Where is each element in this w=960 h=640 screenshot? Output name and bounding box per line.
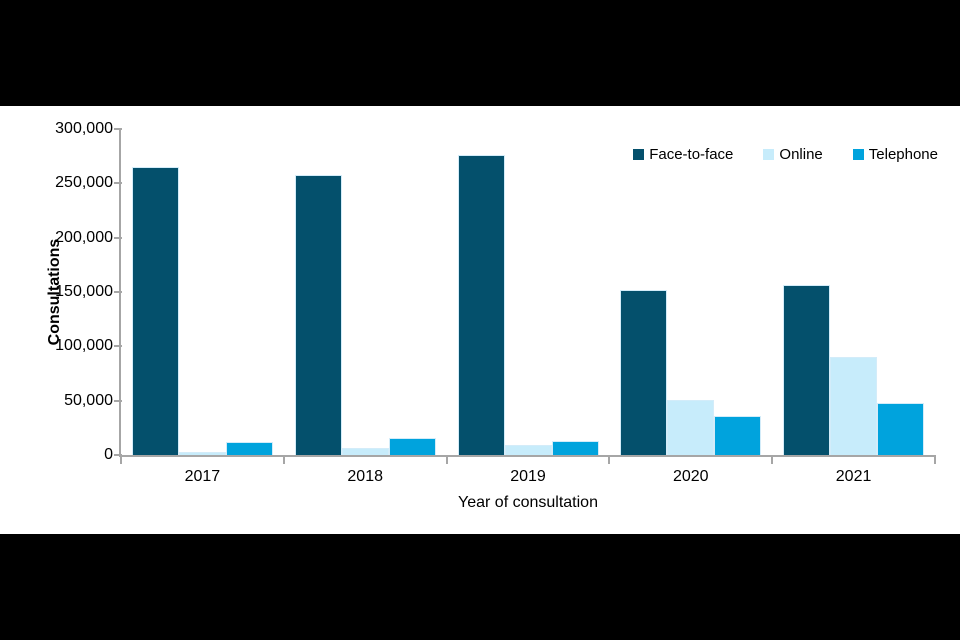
y-tick-mark [114, 291, 122, 293]
legend-label-online: Online [779, 146, 823, 163]
bar-telephone-2021 [877, 403, 925, 455]
y-tick-label: 250,000 [55, 174, 113, 192]
bar-face-to-face-2018 [294, 175, 342, 455]
x-category-label-2019: 2019 [510, 468, 546, 485]
y-tick-label: 150,000 [55, 283, 113, 300]
x-category-label-2017: 2017 [184, 468, 221, 485]
x-category-label-2020: 2020 [672, 468, 709, 485]
legend: Face-to-face Online Telephone [633, 146, 938, 163]
y-tick-mark [114, 236, 122, 239]
x-tick-mark [282, 455, 285, 464]
legend-item-telephone: Telephone [852, 146, 938, 163]
y-tick-label: 0 [104, 446, 113, 463]
bar-telephone-2017 [225, 442, 273, 455]
y-tick-mark [114, 182, 122, 185]
legend-item-online: Online [763, 146, 823, 163]
bar-online-2021 [830, 357, 878, 455]
x-tick-mark [445, 455, 448, 464]
chart-canvas: Consultations Year of consultation Face-… [0, 106, 960, 534]
x-category-label-2018: 2018 [347, 468, 383, 485]
y-tick-label: 200,000 [55, 228, 113, 246]
bar-online-2020 [667, 400, 715, 455]
bar-online-2018 [341, 448, 389, 455]
legend-swatch-face-to-face [633, 149, 645, 160]
x-axis-title: Year of consultation [458, 494, 598, 511]
x-category-label-2021: 2021 [835, 468, 872, 485]
y-tick-label: 100,000 [55, 337, 113, 355]
x-tick-mark [934, 455, 936, 464]
y-tick-mark [114, 399, 122, 402]
x-tick-mark [120, 455, 122, 464]
bar-face-to-face-2020 [620, 290, 668, 455]
bar-telephone-2020 [714, 416, 762, 455]
plot-area [119, 129, 935, 457]
legend-label-face-to-face: Face-to-face [649, 146, 734, 163]
legend-swatch-telephone [852, 149, 864, 160]
x-tick-mark [608, 455, 611, 464]
bar-telephone-2019 [551, 441, 599, 455]
legend-item-face-to-face: Face-to-face [633, 146, 733, 163]
bar-online-2017 [178, 452, 226, 455]
bar-face-to-face-2019 [457, 155, 505, 455]
y-tick-label: 300,000 [55, 120, 113, 137]
bar-face-to-face-2017 [131, 167, 179, 455]
y-tick-label: 50,000 [64, 391, 113, 409]
y-tick-mark [114, 345, 122, 348]
legend-swatch-online [763, 149, 775, 160]
y-tick-mark [114, 454, 122, 456]
legend-label-telephone: Telephone [868, 146, 938, 163]
y-tick-mark [114, 128, 122, 130]
bar-online-2019 [504, 445, 552, 455]
bar-face-to-face-2021 [783, 285, 831, 455]
x-tick-mark [771, 455, 774, 464]
bar-telephone-2018 [388, 438, 436, 455]
